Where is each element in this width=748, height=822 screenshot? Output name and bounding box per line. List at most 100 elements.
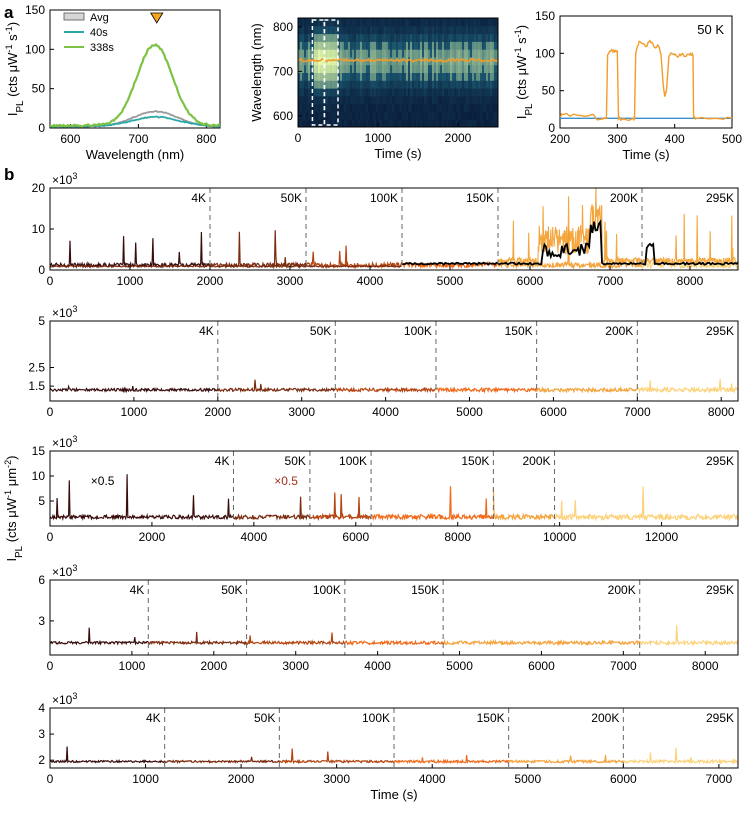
heatmap-cell bbox=[482, 88, 485, 97]
heatmap-cell bbox=[346, 80, 349, 89]
heatmap-cell bbox=[418, 33, 421, 42]
heatmap-cell bbox=[322, 25, 325, 35]
heatmap-cell bbox=[376, 88, 379, 97]
heatmap-cell bbox=[470, 103, 473, 112]
heatmap-cell bbox=[444, 80, 447, 89]
heatmap-cell bbox=[428, 41, 431, 50]
heatmap-cell bbox=[302, 64, 305, 73]
trace-segment-4K bbox=[49, 231, 211, 269]
heatmap-cell bbox=[356, 119, 359, 128]
y-axis-label: IPL (cts μW-1 μm-2) bbox=[3, 456, 25, 562]
heatmap-cell bbox=[334, 41, 337, 50]
heatmap-cell bbox=[494, 64, 497, 73]
heatmap-cell bbox=[356, 25, 359, 35]
heatmap-cell bbox=[434, 95, 437, 105]
heatmap-cell bbox=[430, 33, 433, 42]
heatmap-cell bbox=[392, 72, 395, 81]
x-tick-label: 4000 bbox=[357, 274, 384, 288]
heatmap-cell bbox=[302, 103, 305, 112]
heatmap-cell bbox=[426, 119, 429, 128]
heatmap-cell bbox=[470, 49, 473, 58]
heatmap-cell bbox=[428, 64, 431, 73]
heatmap-cell bbox=[422, 25, 425, 35]
heatmap-cell bbox=[424, 103, 427, 112]
heatmap-cell bbox=[374, 64, 377, 73]
heatmap-cell bbox=[440, 64, 443, 73]
heatmap-cell bbox=[324, 18, 327, 27]
heatmap-cell bbox=[394, 119, 397, 128]
heatmap-cell bbox=[468, 80, 471, 89]
x-tick-label: 400 bbox=[665, 132, 685, 146]
heatmap-cell bbox=[472, 33, 475, 42]
heatmap-cell bbox=[414, 80, 417, 89]
heatmap-cell bbox=[334, 33, 337, 42]
heatmap-cell bbox=[430, 95, 433, 105]
heatmap-cell bbox=[392, 33, 395, 42]
heatmap-cell bbox=[440, 95, 443, 105]
heatmap-cell bbox=[338, 64, 341, 73]
heatmap-cell bbox=[372, 33, 375, 42]
heatmap-cell bbox=[348, 103, 351, 112]
heatmap-cell bbox=[350, 72, 353, 81]
heatmap-cell bbox=[340, 103, 343, 112]
trace-segment-4K bbox=[49, 627, 149, 646]
heatmap-cell bbox=[334, 49, 337, 58]
heatmap-cell bbox=[358, 103, 361, 112]
scale-label: ×103 bbox=[52, 691, 77, 707]
heatmap-cell bbox=[444, 88, 447, 97]
heatmap-cell bbox=[410, 64, 413, 73]
heatmap-cell bbox=[314, 95, 317, 105]
heatmap-cell bbox=[480, 88, 483, 97]
heatmap-cell bbox=[482, 119, 485, 128]
heatmap-cell bbox=[310, 111, 313, 120]
heatmap-cell bbox=[366, 56, 369, 66]
heatmap-cell bbox=[310, 72, 313, 81]
trace-segment-4K bbox=[49, 384, 219, 394]
heatmap-cell bbox=[478, 49, 481, 58]
heatmap-cell bbox=[376, 18, 379, 27]
heatmap-cell bbox=[448, 49, 451, 58]
heatmap-cell bbox=[434, 25, 437, 35]
heatmap-cell bbox=[460, 72, 463, 81]
heatmap-cell bbox=[322, 72, 325, 81]
heatmap-cell bbox=[454, 64, 457, 73]
heatmap-cell bbox=[416, 25, 419, 35]
heatmap-cell bbox=[378, 80, 381, 89]
heatmap-cell bbox=[404, 18, 407, 27]
heatmap-cell bbox=[330, 25, 333, 35]
heatmap-cell bbox=[374, 111, 377, 120]
heatmap-cell bbox=[402, 25, 405, 35]
heatmap-cell bbox=[406, 64, 409, 73]
heatmap-cell bbox=[426, 49, 429, 58]
heatmap-cell bbox=[426, 72, 429, 81]
heatmap-cell bbox=[392, 18, 395, 27]
heatmap-cell bbox=[352, 111, 355, 120]
heatmap-cell bbox=[414, 25, 417, 35]
y-axis-label-part: ) bbox=[514, 25, 529, 29]
heatmap-cell bbox=[472, 25, 475, 35]
heatmap-cell bbox=[362, 72, 365, 81]
heatmap-cell bbox=[456, 49, 459, 58]
heatmap-cell bbox=[302, 111, 305, 120]
heatmap-cell bbox=[386, 80, 389, 89]
heatmap-cell bbox=[312, 41, 315, 50]
heatmap-cell bbox=[444, 103, 447, 112]
heatmap-cell bbox=[324, 72, 327, 81]
heatmap-cell bbox=[478, 95, 481, 105]
heatmap-cell bbox=[326, 119, 329, 128]
heatmap-cell bbox=[394, 72, 397, 81]
heatmap-cell bbox=[484, 49, 487, 58]
panel-label-a: a bbox=[4, 3, 14, 22]
heatmap-cell bbox=[386, 119, 389, 128]
heatmap-cell bbox=[452, 56, 455, 66]
heatmap-cell bbox=[440, 80, 443, 89]
heatmap-cell bbox=[440, 119, 443, 128]
heatmap-cell bbox=[298, 41, 301, 50]
heatmap-cell bbox=[322, 41, 325, 50]
heatmap-cell bbox=[466, 80, 469, 89]
heatmap-cell bbox=[412, 41, 415, 50]
heatmap-cell bbox=[418, 25, 421, 35]
heatmap-cell bbox=[308, 88, 311, 97]
heatmap-cell bbox=[478, 18, 481, 27]
